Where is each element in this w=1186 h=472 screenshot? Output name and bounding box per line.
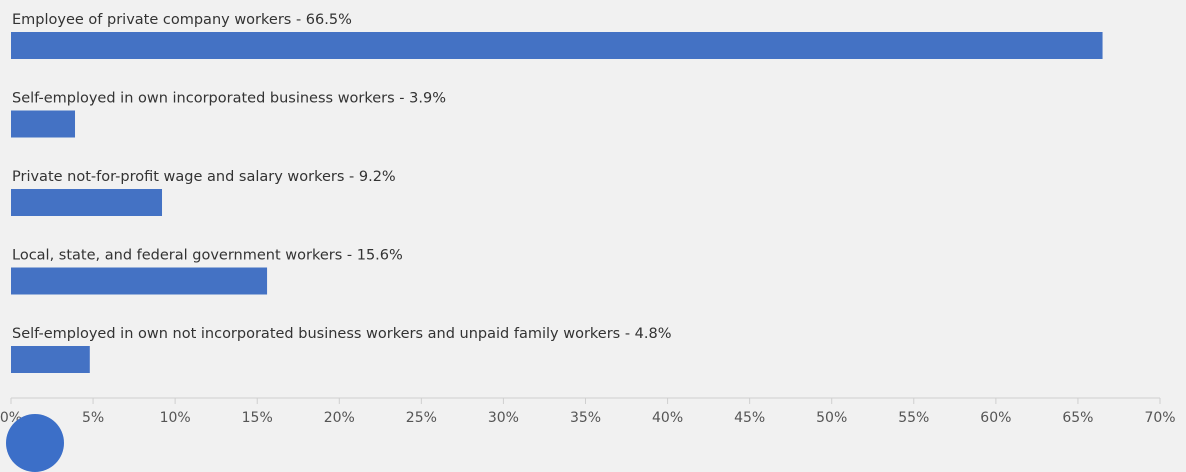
- x-tick-label: 15%: [242, 410, 273, 426]
- x-tick-label: 45%: [734, 410, 765, 426]
- x-tick-label: 5%: [82, 410, 104, 426]
- x-tick-label: 55%: [898, 410, 929, 426]
- x-tick-label: 35%: [570, 410, 601, 426]
- x-tick-label: 10%: [160, 410, 191, 426]
- bar-label: Employee of private company workers - 66…: [12, 12, 352, 28]
- chart-svg: Employee of private company workers - 66…: [0, 12, 1176, 426]
- bar[interactable]: [11, 32, 1103, 59]
- x-tick-label: 30%: [488, 410, 519, 426]
- x-tick-label: 60%: [980, 410, 1011, 426]
- bar-label: Private not-for-profit wage and salary w…: [12, 169, 396, 185]
- x-tick-label: 50%: [816, 410, 847, 426]
- x-tick-label: 25%: [406, 410, 437, 426]
- bar[interactable]: [11, 267, 268, 295]
- x-tick-label: 20%: [324, 410, 355, 426]
- bar-label: Local, state, and federal government wor…: [12, 248, 403, 264]
- x-tick-label: 40%: [652, 410, 683, 426]
- x-tick-label: 65%: [1062, 410, 1093, 426]
- bar-label: Self-employed in own incorporated busine…: [12, 91, 446, 107]
- bar-label: Self-employed in own not incorporated bu…: [12, 326, 672, 342]
- bar[interactable]: [11, 189, 163, 216]
- bar[interactable]: [11, 346, 90, 373]
- bar-chart: Employee of private company workers - 66…: [0, 12, 1176, 472]
- chat-bubble-button[interactable]: [6, 414, 64, 472]
- x-tick-label: 70%: [1144, 410, 1175, 426]
- bar[interactable]: [11, 110, 76, 138]
